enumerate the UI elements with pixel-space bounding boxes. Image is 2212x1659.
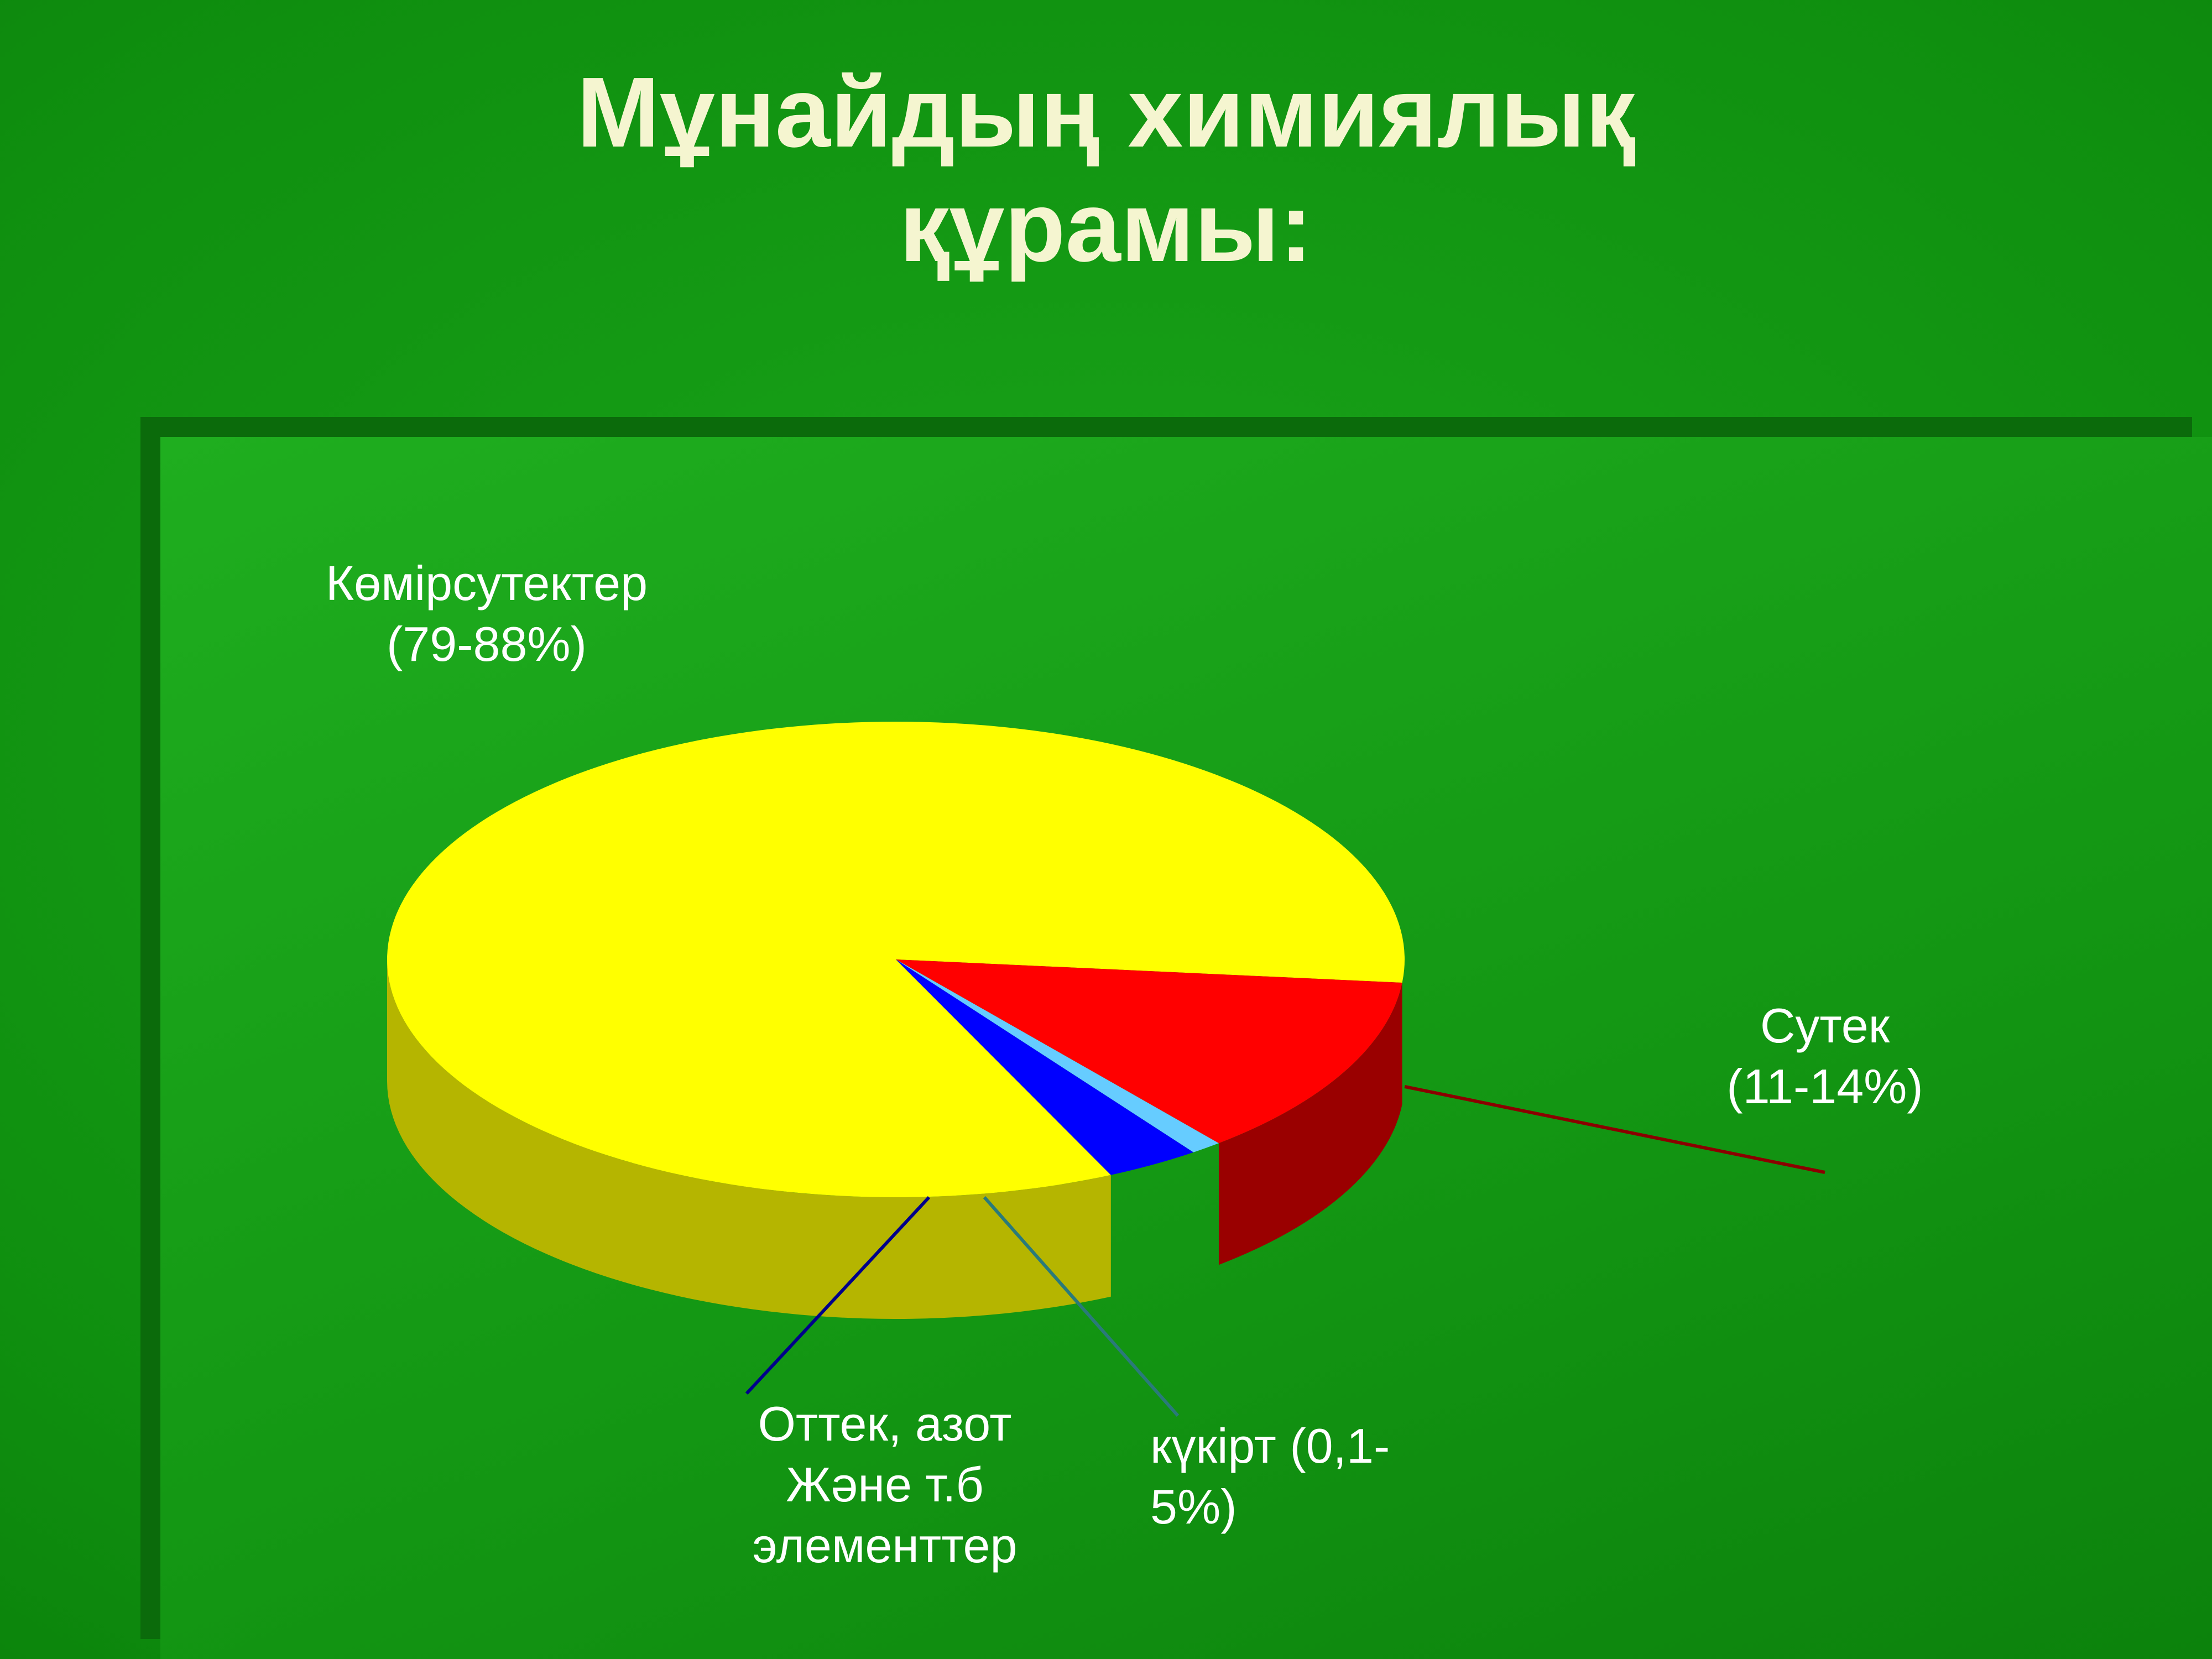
slide: Мұнайдың химиялық құрамы: Көмірсутектер …: [0, 0, 2212, 1659]
label-hydrogen: Сутек (11-14%): [1631, 995, 2018, 1117]
label-sulfur: күкірт (0,1- 5%): [1150, 1416, 1648, 1537]
label-others: Оттек, азот Және т.б элементтер: [636, 1394, 1134, 1576]
label-hydrocarbons: Көмірсутектер (79-88%): [182, 553, 791, 675]
